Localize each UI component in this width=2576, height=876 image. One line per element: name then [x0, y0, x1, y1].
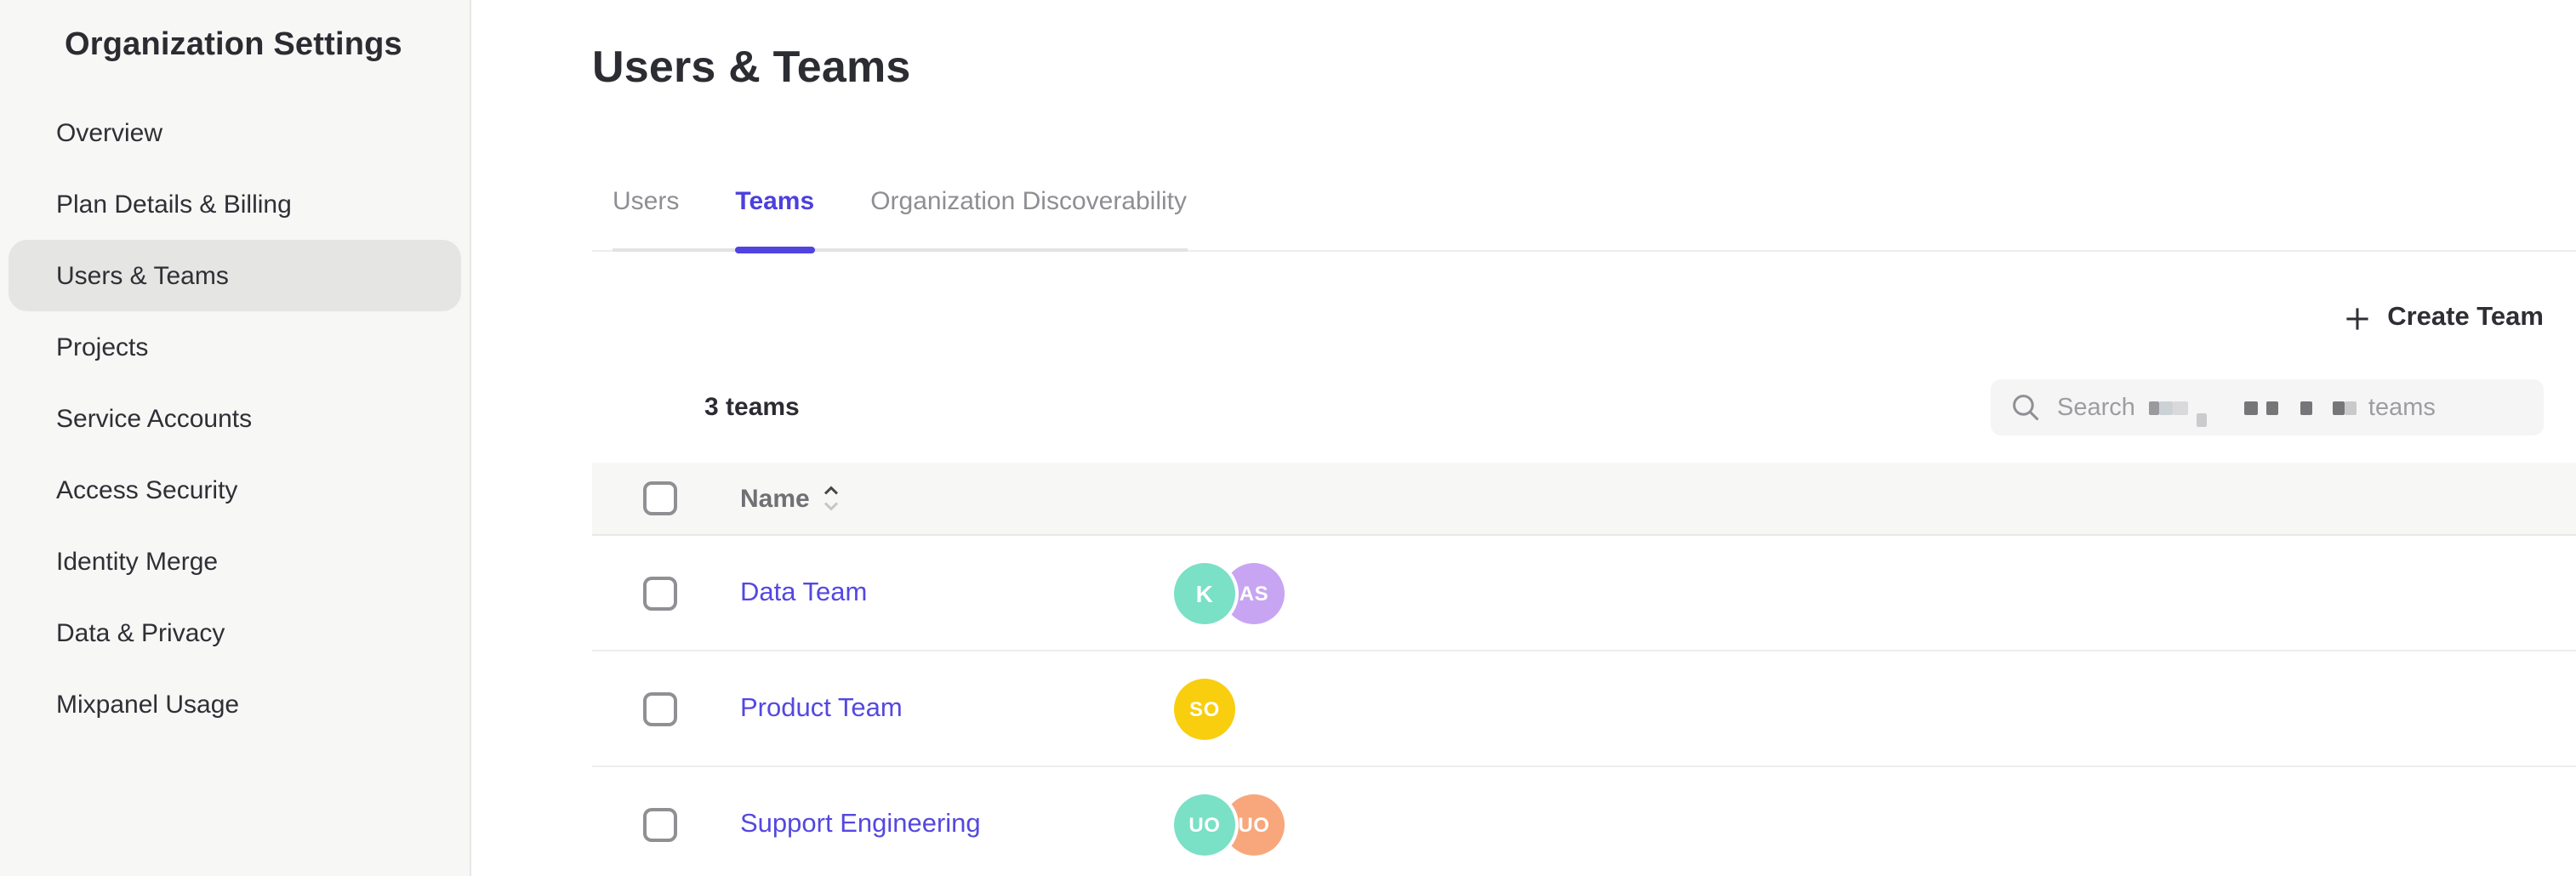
search-placeholder-prefix: Search [2057, 394, 2135, 421]
member-avatars: UO UO [1174, 794, 1285, 856]
avatar: K [1174, 562, 1235, 623]
row-checkbox[interactable] [643, 808, 677, 842]
tab-users[interactable]: Users [613, 187, 680, 216]
table-row: Data Team K AS [592, 536, 2576, 651]
redacted-text [2196, 412, 2207, 426]
tab-teams[interactable]: Teams [735, 187, 815, 253]
sidebar-item-service-accounts[interactable]: Service Accounts [56, 404, 253, 433]
tab-organization-discoverability[interactable]: Organization Discoverability [870, 187, 1188, 216]
sidebar-item-users-teams[interactable]: Users & Teams [9, 240, 461, 311]
section-divider [592, 250, 2576, 252]
team-count: 3 teams [704, 393, 800, 422]
list-controls: 3 teams Search teams [471, 379, 2576, 435]
select-all-checkbox[interactable] [643, 481, 677, 515]
table-header-row: Name [592, 463, 2576, 536]
redacted-text [2172, 401, 2188, 414]
sidebar-item-mixpanel-usage[interactable]: Mixpanel Usage [56, 690, 240, 719]
team-link[interactable]: Data Team [740, 577, 868, 606]
redacted-text [2265, 401, 2278, 414]
redacted-text [2158, 401, 2173, 414]
redacted-text [2332, 401, 2345, 414]
search-input[interactable]: Search teams [1991, 379, 2544, 435]
redacted-text [2243, 401, 2258, 414]
avatar: UO [1174, 794, 1235, 856]
active-tab-underline [735, 247, 815, 253]
team-link[interactable]: Product Team [740, 693, 903, 722]
sidebar-item-plan-details-billing[interactable]: Plan Details & Billing [56, 190, 292, 219]
search-placeholder-suffix: teams [2368, 394, 2436, 421]
tab-bar: Users Teams Organization Discoverability [471, 187, 2576, 253]
row-checkbox[interactable] [643, 576, 677, 610]
main-content: Users & Teams Users Teams Organization D… [471, 0, 2576, 876]
page-title: Users & Teams [592, 41, 911, 92]
table-row: Product Team SO [592, 651, 2576, 767]
sidebar-title: Organization Settings [65, 27, 402, 63]
member-avatars: K AS [1174, 562, 1285, 623]
redacted-text [2344, 401, 2357, 414]
redacted-text [2148, 401, 2159, 414]
sidebar-item-data-privacy[interactable]: Data & Privacy [56, 618, 225, 647]
column-header-name[interactable]: Name [740, 484, 839, 513]
team-link[interactable]: Support Engineering [740, 810, 981, 839]
sidebar-item-identity-merge[interactable]: Identity Merge [56, 547, 219, 576]
sidebar-item-access-security[interactable]: Access Security [56, 475, 238, 504]
avatar: UO [1223, 794, 1285, 856]
sidebar-nav: Overview Plan Details & Billing Users & … [0, 97, 470, 740]
avatar: SO [1174, 678, 1235, 739]
row-checkbox[interactable] [643, 691, 677, 725]
sidebar: Organization Settings Overview Plan Deta… [0, 0, 471, 876]
actions-row: Create Team [471, 299, 2576, 337]
member-avatars: SO [1174, 678, 1235, 739]
create-team-button[interactable]: Create Team [2345, 303, 2544, 333]
table-row: Support Engineering UO UO [592, 767, 2576, 876]
redacted-text [2300, 401, 2312, 414]
sidebar-item-projects[interactable]: Projects [56, 333, 149, 361]
plus-icon [2346, 307, 2368, 329]
sort-icon [824, 486, 838, 511]
search-icon [2013, 395, 2039, 421]
teams-table: Name Data Team K AS Product Team SO [592, 463, 2576, 876]
sidebar-item-overview[interactable]: Overview [56, 118, 163, 147]
